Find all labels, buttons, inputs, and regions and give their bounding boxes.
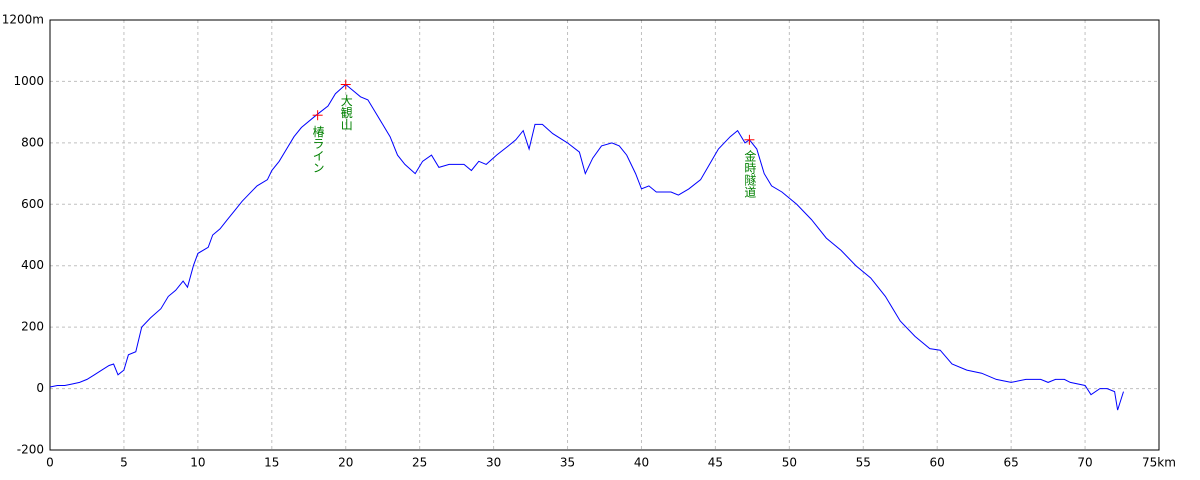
x-tick-label: 0 <box>46 456 54 470</box>
x-tick-label: 30 <box>486 456 501 470</box>
x-tick-label: 15 <box>264 456 279 470</box>
x-tick-label: 40 <box>634 456 649 470</box>
y-tick-label: 400 <box>21 258 44 272</box>
x-tick-label: 45 <box>708 456 723 470</box>
y-tick-label: 800 <box>21 135 44 149</box>
y-tick-label: -200 <box>17 443 44 457</box>
x-tick-label: 5 <box>120 456 128 470</box>
x-tick-label: 60 <box>930 456 945 470</box>
y-tick-label: 1200m <box>2 13 44 27</box>
x-tick-label: 55 <box>856 456 871 470</box>
x-tick-label: 25 <box>412 456 427 470</box>
elevation-line <box>49 83 1124 411</box>
y-tick-label: 200 <box>21 320 44 334</box>
x-tick-label: 50 <box>782 456 797 470</box>
x-tick-label: 70 <box>1077 456 1092 470</box>
annotation-label: 金時隧道 <box>743 148 757 197</box>
y-tick-label: 600 <box>21 197 44 211</box>
annotation-label: 椿ライン <box>311 125 325 173</box>
y-tick-label: 0 <box>36 381 44 395</box>
plot-area <box>49 19 1160 451</box>
x-tick-label: 35 <box>560 456 575 470</box>
x-tick-label: 20 <box>338 456 353 470</box>
annotation-label: 大観山 <box>339 94 353 130</box>
plot-border <box>49 19 1160 451</box>
x-tick-label: 65 <box>1003 456 1018 470</box>
x-tick-label: 10 <box>190 456 205 470</box>
y-tick-label: 1000 <box>13 74 44 88</box>
x-tick-label: 75km <box>1142 456 1176 470</box>
